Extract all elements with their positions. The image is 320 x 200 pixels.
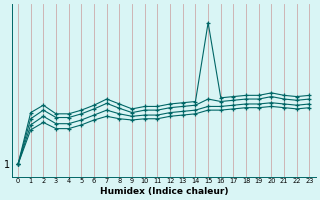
X-axis label: Humidex (Indice chaleur): Humidex (Indice chaleur) — [100, 187, 228, 196]
